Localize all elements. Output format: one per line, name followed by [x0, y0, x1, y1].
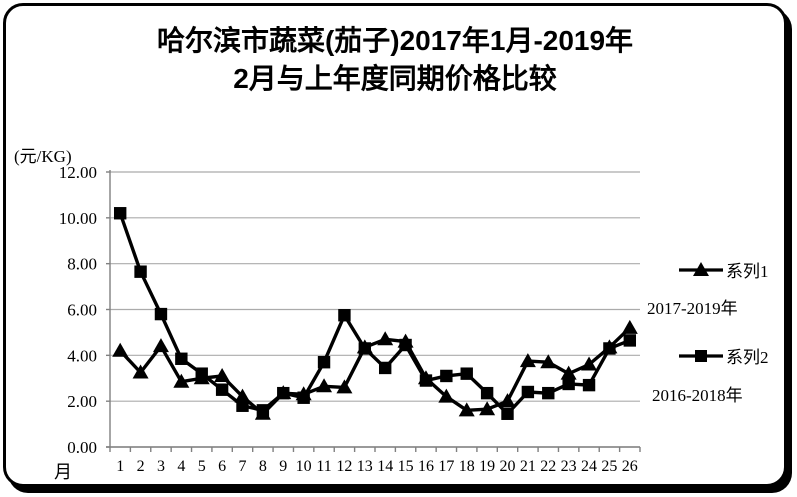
chart-title-line-2: 2月与上年度同期价格比较	[233, 63, 557, 94]
svg-text:8.00: 8.00	[67, 255, 97, 274]
svg-text:10.00: 10.00	[59, 209, 97, 228]
svg-text:18: 18	[459, 458, 475, 475]
triangle-marker-icon	[679, 261, 723, 276]
svg-text:16: 16	[418, 458, 434, 475]
legend-series2-label: 系列2	[726, 348, 769, 367]
svg-text:7: 7	[239, 458, 247, 475]
legend-series2-period: 2016-2018年	[652, 386, 743, 405]
svg-text:6.00: 6.00	[67, 301, 97, 320]
svg-text:15: 15	[398, 458, 414, 475]
svg-text:9: 9	[279, 458, 287, 475]
svg-text:5: 5	[198, 458, 206, 475]
square-marker-icon	[679, 349, 723, 362]
y-axis-tick-labels: 0.00 2.00 4.00 6.00 8.00 10.00 12.00	[59, 163, 97, 457]
svg-text:3: 3	[157, 458, 165, 475]
legend-series1-label: 系列1	[726, 262, 769, 281]
chart-title-line-1: 哈尔滨市蔬菜(茄子)2017年1月-2019年	[156, 25, 634, 56]
legend-series1-item: 系列1	[678, 257, 769, 282]
svg-text:13: 13	[357, 458, 373, 475]
legend-series2-item: 系列2	[678, 343, 769, 368]
svg-text:17: 17	[438, 458, 454, 475]
svg-text:23: 23	[561, 458, 577, 475]
chart-frame: 哈尔滨市蔬菜(茄子)2017年1月-2019年 2月与上年度同期价格比较 (元/…	[3, 3, 787, 487]
svg-text:11: 11	[316, 458, 331, 475]
svg-text:2: 2	[137, 458, 145, 475]
svg-text:24: 24	[581, 458, 597, 475]
svg-text:25: 25	[601, 458, 617, 475]
gridlines	[110, 171, 640, 448]
x-axis-unit-label: 月	[54, 462, 72, 482]
svg-text:4.00: 4.00	[67, 346, 97, 365]
svg-text:12: 12	[336, 458, 352, 475]
series-line-系列1	[112, 319, 638, 420]
svg-text:12.00: 12.00	[59, 163, 97, 182]
svg-text:2.00: 2.00	[67, 392, 97, 411]
svg-text:21: 21	[520, 458, 536, 475]
svg-text:26: 26	[622, 458, 638, 475]
chart-title: 哈尔滨市蔬菜(茄子)2017年1月-2019年 2月与上年度同期价格比较	[6, 22, 784, 98]
legend-series1-period: 2017-2019年	[647, 299, 738, 318]
svg-text:20: 20	[500, 458, 516, 475]
svg-text:1: 1	[116, 458, 124, 475]
svg-text:19: 19	[479, 458, 495, 475]
svg-text:22: 22	[540, 458, 556, 475]
x-axis-tick-labels: 1 2 3 4 5 6 7 8 9 10 11 12 13 14 15 16 17 18 19 20 21 22 23 24 2…	[116, 458, 638, 475]
y-axis-unit-label: (元/KG)	[14, 147, 72, 166]
svg-text:8: 8	[259, 458, 267, 475]
series-line-系列2	[113, 207, 637, 420]
svg-text:10: 10	[296, 458, 312, 475]
axes	[106, 170, 641, 452]
svg-text:4: 4	[177, 458, 185, 475]
svg-text:0.00: 0.00	[67, 438, 97, 457]
svg-text:6: 6	[218, 458, 226, 475]
svg-text:14: 14	[377, 458, 393, 475]
